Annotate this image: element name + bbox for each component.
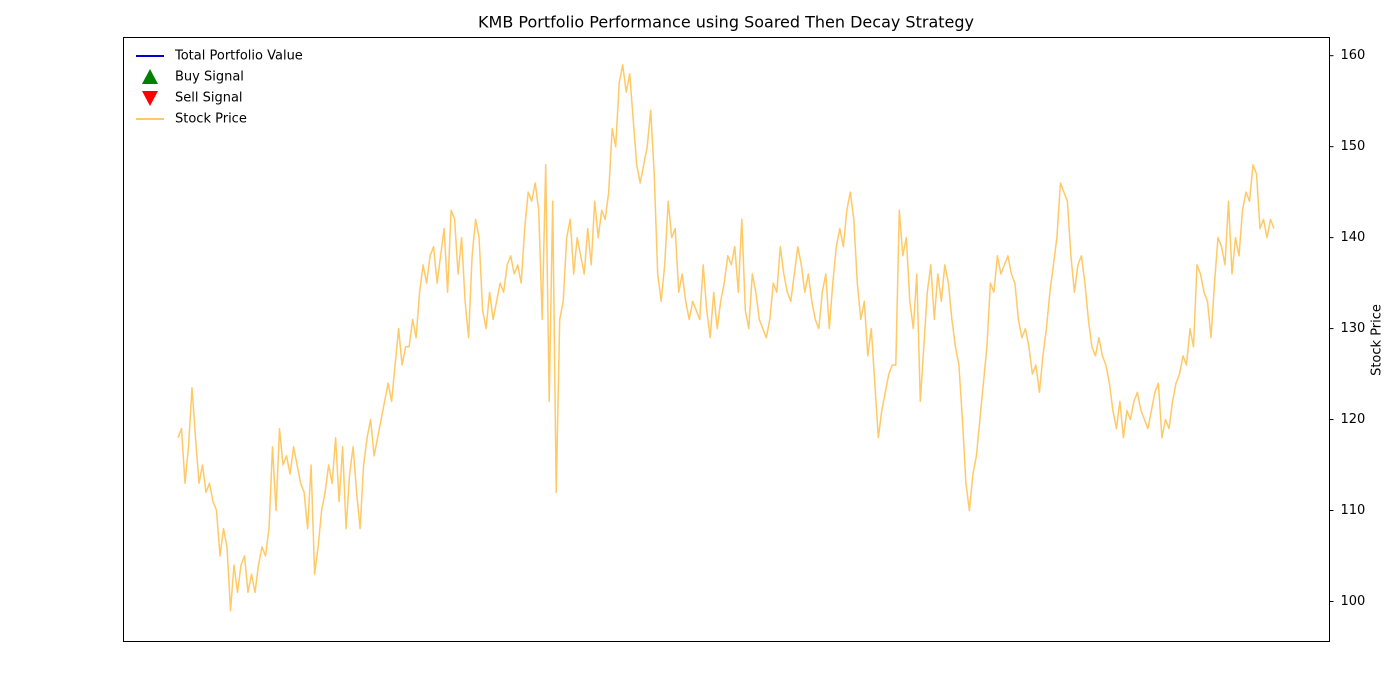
y2-tick-label: 160 — [1341, 48, 1366, 63]
price-line — [177, 64, 1275, 612]
legend-label: Sell Signal — [175, 91, 243, 106]
axes-frame — [123, 37, 1330, 642]
y2-tick-label: 120 — [1341, 412, 1366, 427]
legend-label: Stock Price — [175, 112, 247, 127]
y2-tick-label: 110 — [1341, 503, 1366, 518]
chart-title: KMB Portfolio Performance using Soared T… — [478, 13, 974, 32]
legend-swatch — [142, 91, 158, 106]
legend-label: Buy Signal — [175, 70, 244, 85]
y2-tick-label: 100 — [1341, 594, 1366, 609]
y2-tick-label: 140 — [1341, 230, 1366, 245]
legend-label: Total Portfolio Value — [174, 49, 303, 64]
legend-swatch — [142, 69, 158, 84]
y2-tick-label: 130 — [1341, 321, 1366, 336]
y2-axis-label: Stock Price — [1370, 304, 1385, 376]
y2-tick-label: 150 — [1341, 139, 1366, 154]
